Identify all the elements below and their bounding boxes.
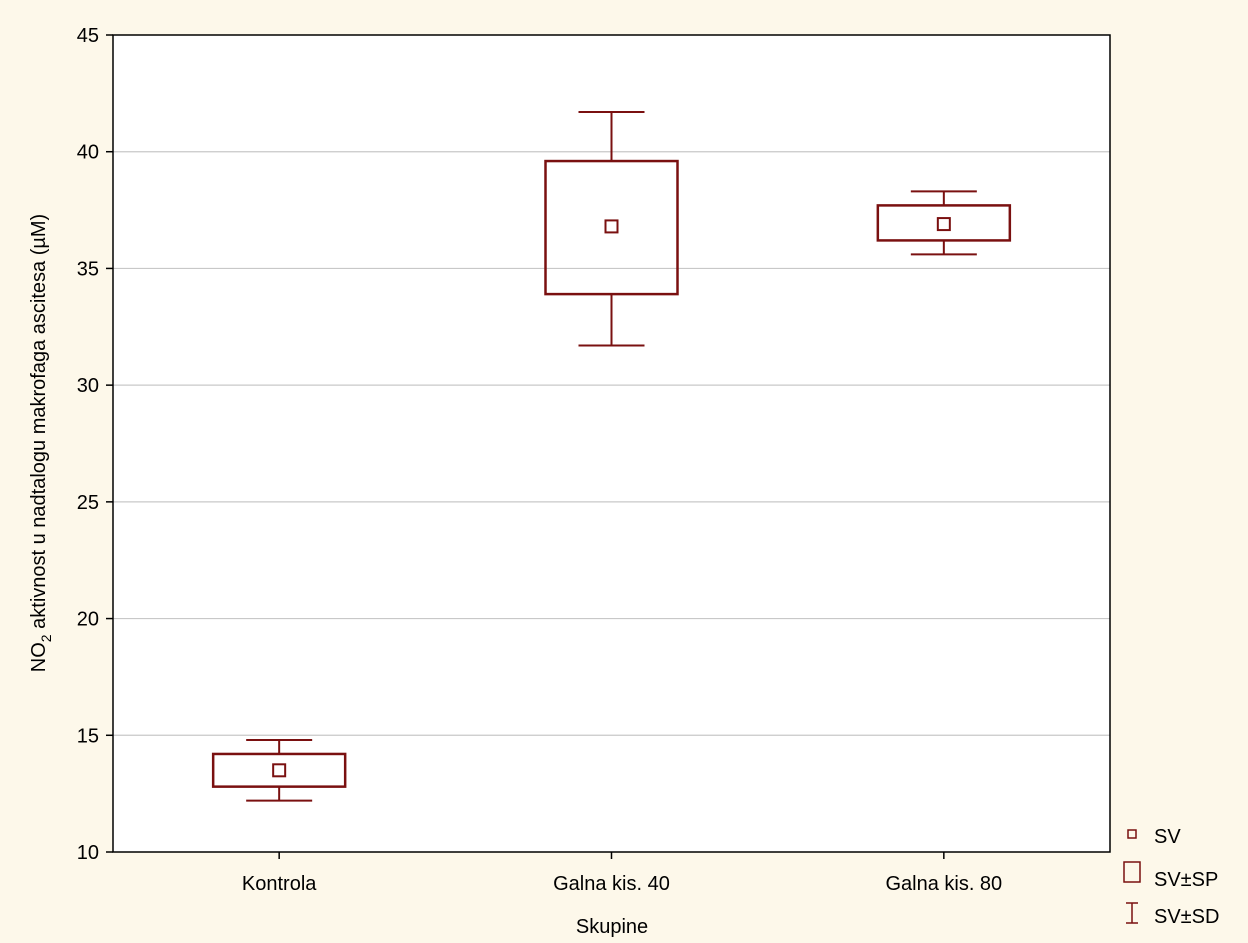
y-axis-label-main: NO: [28, 642, 50, 672]
y-tick-label: 40: [77, 142, 99, 164]
plot-frame: [112, 34, 1111, 853]
legend-box-symbol: [1123, 861, 1141, 883]
legend-label-mean: SV: [1154, 826, 1181, 848]
legend-whisker-symbol: [1126, 902, 1138, 924]
se-box: [544, 159, 679, 296]
y-tick-label: 20: [77, 609, 99, 631]
y-tick-label: 15: [77, 725, 99, 747]
y-tick-label: 25: [77, 492, 99, 514]
x-axis-label: Skupine: [576, 916, 648, 938]
y-tick-label: 45: [77, 25, 99, 47]
legend-label-whisker: SV±SD: [1154, 906, 1219, 928]
x-tick-label: Galna kis. 40: [553, 873, 670, 895]
y-axis-label-subscript: 2: [38, 634, 54, 642]
y-axis-label-rest: aktivnost u nadtalogu makrofaga ascitesa…: [28, 214, 50, 635]
x-tick-label: Galna kis. 80: [885, 873, 1002, 895]
se-box: [876, 204, 1012, 242]
x-axis-ticks: Kontrola Galna kis. 40 Galna kis. 80: [242, 852, 1002, 895]
y-tick-label: 30: [77, 375, 99, 397]
y-tick-label: 35: [77, 258, 99, 280]
mean-marker: [272, 763, 287, 778]
mean-marker: [936, 217, 951, 232]
plot-area: [113, 35, 1110, 852]
se-box: [211, 752, 347, 788]
legend-mean-symbol: [1127, 829, 1137, 839]
legend: SV SV±SP SV±SD: [1123, 826, 1219, 928]
x-tick-label: Kontrola: [242, 873, 317, 895]
y-axis-label: NO2 aktivnost u nadtalogu makrofaga asci…: [28, 214, 54, 672]
mean-marker: [604, 219, 619, 234]
y-axis-ticks: 10 15 20 25 30 35 40 45: [77, 25, 113, 864]
legend-label-box: SV±SP: [1154, 869, 1218, 891]
box-series: [211, 111, 1012, 802]
y-tick-label: 10: [77, 842, 99, 864]
